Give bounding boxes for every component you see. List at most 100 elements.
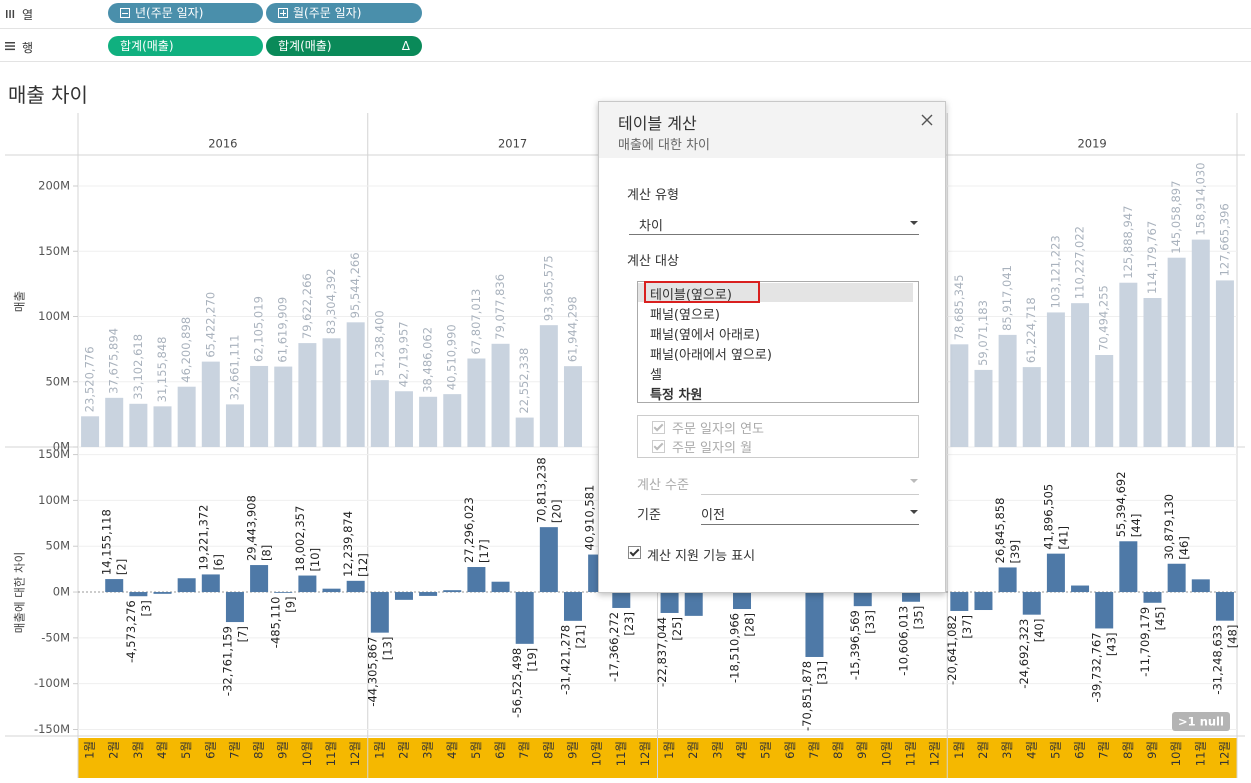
y-tick-label: -100M — [34, 676, 70, 690]
bar — [1095, 355, 1114, 447]
bar — [563, 366, 582, 447]
bar — [419, 592, 438, 596]
bar — [298, 343, 317, 447]
x-tick-label: 9월 — [855, 741, 869, 759]
x-tick-label: 3월 — [131, 741, 145, 759]
field-label: 계산 대상 — [627, 254, 679, 269]
bar — [467, 358, 486, 447]
index-label: [40] — [1032, 619, 1046, 643]
bar — [1095, 592, 1114, 629]
checkbox[interactable] — [628, 546, 641, 559]
value-label: 22,552,338 — [517, 348, 531, 414]
assist-label[interactable]: 계산 지원 기능 표시 — [647, 549, 756, 564]
index-label: [7] — [235, 626, 249, 642]
x-tick-label: 2월 — [107, 741, 121, 759]
value-label: 110,227,022 — [1073, 226, 1087, 299]
value-label: 83,304,392 — [324, 268, 338, 334]
bar — [1119, 282, 1138, 447]
table-calc-marker: Δ — [401, 39, 410, 53]
bar — [563, 592, 582, 621]
x-tick-label: 5월 — [179, 741, 193, 759]
sheet-title: 매출 차이 — [8, 83, 88, 107]
y-tick-label: 150M — [38, 244, 70, 258]
bar — [1215, 280, 1234, 447]
bar — [902, 592, 921, 602]
list-option[interactable]: 패널(아래에서 옆으로) — [650, 348, 772, 363]
bar — [201, 574, 220, 593]
x-tick-label: 5월 — [1048, 741, 1062, 759]
value-label: 12,239,874 — [341, 511, 355, 577]
bar — [129, 592, 148, 597]
value-label: 103,121,223 — [1048, 235, 1062, 308]
x-tick-label: 11월 — [614, 741, 628, 766]
value-label: 95,544,266 — [348, 252, 362, 318]
pill-text: 월(주문 일자) — [293, 6, 362, 20]
bar — [177, 386, 196, 447]
y-tick-label: 100M — [38, 309, 70, 323]
index-label: [45] — [1153, 607, 1167, 631]
index-label: [2] — [115, 559, 129, 575]
bar — [1167, 563, 1186, 593]
x-tick-label: 2월 — [396, 741, 410, 759]
index-label: [28] — [743, 613, 757, 637]
bar — [1119, 541, 1138, 593]
bar — [177, 578, 196, 593]
value-label: 23,520,776 — [83, 346, 97, 412]
value-label: 31,155,848 — [155, 336, 169, 402]
bar — [105, 397, 124, 447]
list-option[interactable]: 패널(옆에서 아래로) — [650, 328, 760, 343]
list-option[interactable]: 특정 차원 — [650, 388, 703, 403]
pill[interactable]: 합계(매출) — [108, 36, 263, 56]
bar — [974, 369, 993, 447]
calc-type-select[interactable]: 차이 — [639, 219, 663, 234]
value-label: -22,837,044 — [655, 617, 669, 687]
field-label: 기준 — [637, 508, 661, 523]
pill[interactable]: 월(주문 일자) — [266, 3, 422, 23]
select-caret — [910, 479, 918, 483]
x-tick-label: 7월 — [1097, 741, 1111, 759]
y-tick-label: -50M — [41, 630, 70, 644]
bar — [105, 579, 124, 593]
y-tick-label: 0M — [53, 440, 70, 454]
close-button[interactable] — [921, 114, 933, 126]
list-option[interactable]: 셀 — [650, 368, 662, 383]
bar — [805, 592, 824, 657]
bar — [467, 567, 486, 593]
x-tick-label: 4월 — [155, 741, 169, 759]
bar — [153, 592, 172, 594]
columns-shelf: 열 년(주문 일자) 월(주문 일자) — [0, 0, 1251, 29]
list-option[interactable]: 패널(옆으로) — [650, 308, 720, 323]
bar — [539, 325, 558, 447]
bar — [998, 334, 1017, 447]
bar — [950, 592, 969, 611]
relative-select[interactable]: 이전 — [701, 508, 725, 523]
value-label: 67,807,013 — [469, 289, 483, 355]
value-label: 61,224,718 — [1024, 297, 1038, 363]
bar — [660, 592, 679, 613]
value-label: 79,077,836 — [493, 274, 507, 340]
value-label: -485,110 — [269, 596, 283, 648]
null-badge — [1172, 712, 1230, 731]
x-tick-label: 10월 — [590, 741, 604, 766]
compute-using-list: 테이블(옆으로) 패널(옆으로) 패널(옆에서 아래로) 패널(아래에서 옆으로… — [637, 281, 919, 403]
value-label: 30,879,130 — [1162, 494, 1176, 560]
value-label: 14,155,118 — [100, 509, 114, 575]
index-label: [20] — [549, 500, 563, 524]
field-option: 주문 일자의 월 — [672, 441, 753, 456]
bar — [515, 417, 534, 447]
bar — [1022, 367, 1041, 447]
list-option[interactable]: 테이블(옆으로) — [650, 288, 732, 303]
bar — [443, 394, 462, 447]
bar — [1143, 298, 1162, 447]
pill[interactable]: 합계(매출) Δ — [266, 36, 422, 56]
bar — [81, 416, 100, 447]
bar — [950, 344, 969, 447]
value-label: 93,365,575 — [541, 255, 555, 321]
rows-shelf: 행 합계(매출) 합계(매출) Δ — [0, 33, 1251, 62]
x-tick-label: 11월 — [324, 741, 338, 766]
pill[interactable]: 년(주문 일자) — [108, 3, 263, 23]
bar — [1071, 303, 1090, 447]
bar — [733, 592, 752, 610]
x-tick-label: 7월 — [227, 741, 241, 759]
bar — [394, 592, 413, 600]
